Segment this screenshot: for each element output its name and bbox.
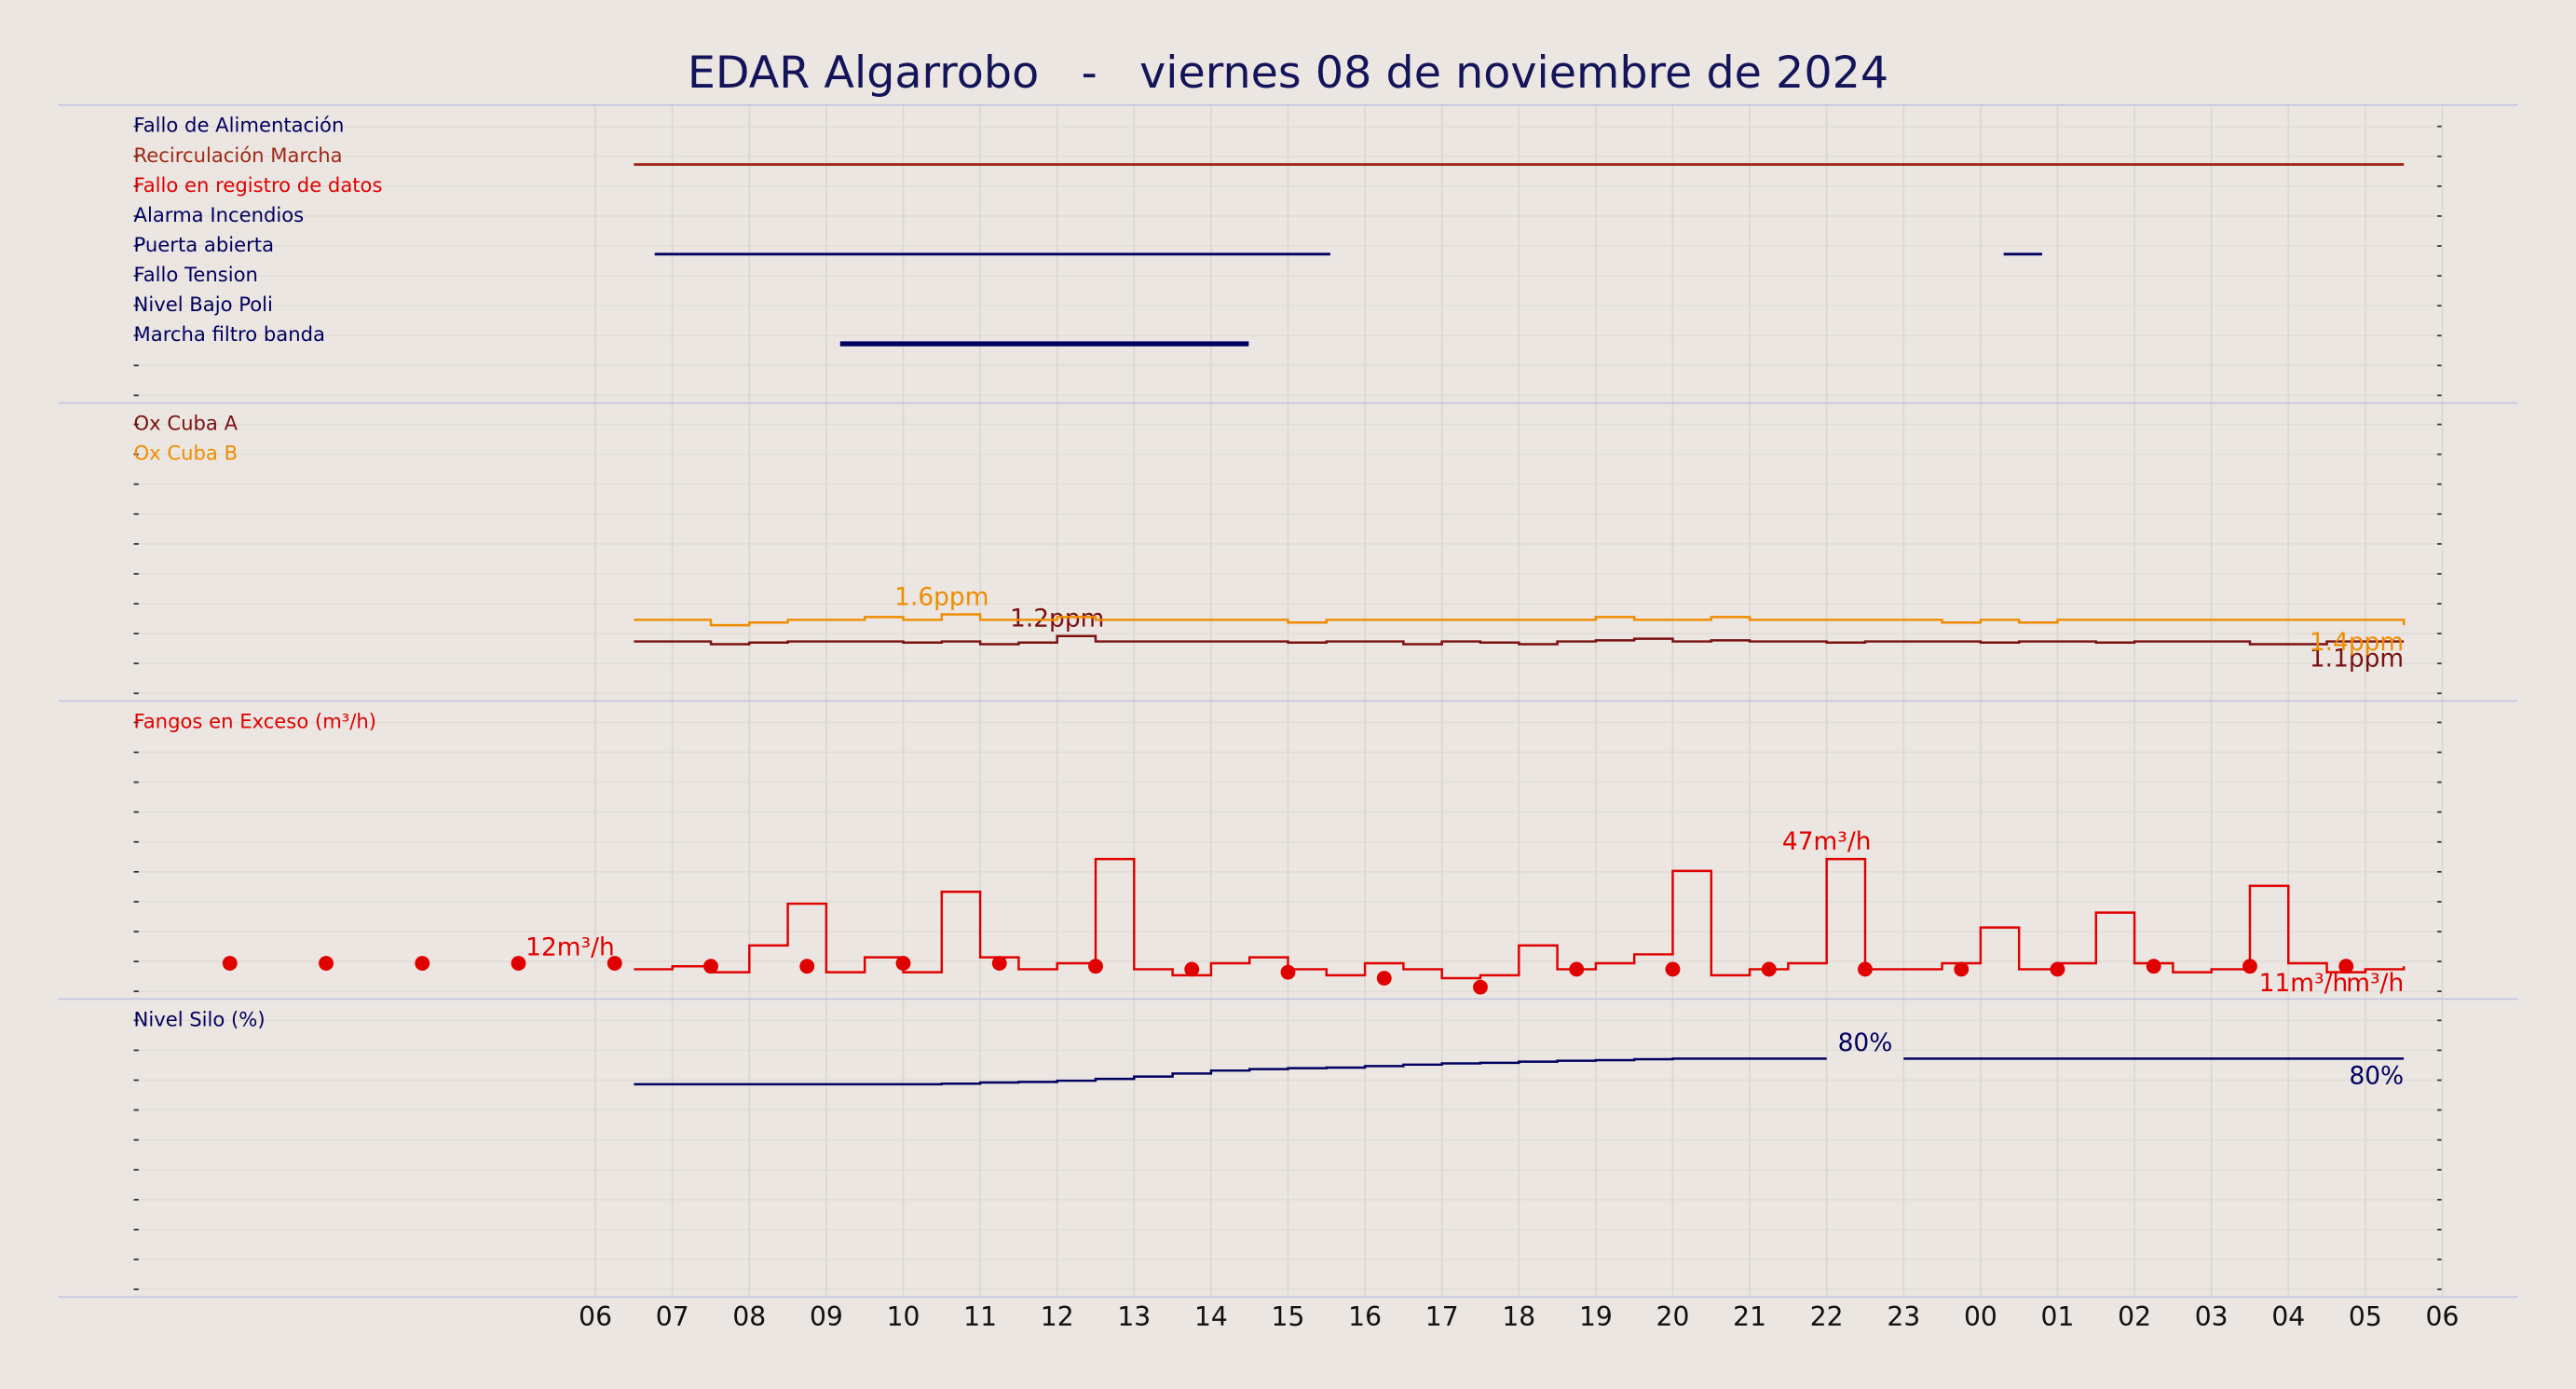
legend-label: Recirculación Marcha [134,143,343,167]
marker [1280,964,1296,980]
value-label: 80% [1838,1028,1893,1057]
x-tick-label: 19 [1579,1301,1613,1332]
chart-title: EDAR Algarrobo - viernes 08 de noviembre… [688,48,1888,99]
value-label: 12m³/h [525,933,615,962]
x-tick-label: 23 [1887,1301,1920,1332]
legend-label: Fallo de Alimentación [134,114,345,137]
marker [2338,959,2354,974]
value-label: m³/h [2346,969,2404,998]
x-tick-label: 21 [1733,1301,1766,1332]
legend-label: Marcha filtro banda [134,322,325,346]
x-tick-label: 12 [1041,1301,1074,1332]
marker [799,959,815,974]
legend-label: Fallo Tension [134,263,258,286]
series-line [634,613,2406,627]
marker [991,956,1007,971]
legend-label: Ox Cuba A [134,412,239,435]
x-tick-label: 10 [887,1301,920,1332]
marker [415,956,430,971]
marker [703,959,718,974]
marker [895,956,911,971]
value-label: 80% [2349,1061,2404,1090]
marker [1665,961,1681,977]
x-tick-label: 00 [1964,1301,1997,1332]
x-tick-label: 09 [810,1301,843,1332]
value-label: 1.1ppm [2310,644,2404,673]
x-tick-label: 16 [1348,1301,1382,1332]
legend-label: Ox Cuba B [134,442,239,465]
legend-label: Fallo en registro de datos [134,173,383,197]
legend-label: Nivel Bajo Poli [134,293,273,316]
x-tick-label: 18 [1502,1301,1535,1332]
series-line [634,1057,2405,1086]
value-label: 1.6ppm [894,582,988,611]
marker [2242,959,2257,974]
marker [1184,961,1200,977]
marker [2050,961,2065,977]
marker [1954,961,1969,977]
x-tick-label: 04 [2271,1301,2305,1332]
x-tick-label: 08 [732,1301,766,1332]
x-tick-label: 15 [1272,1301,1305,1332]
x-tick-label: 20 [1656,1301,1690,1332]
x-tick-label: 06 [2426,1301,2460,1332]
x-tick-label: 13 [1117,1301,1151,1332]
x-tick-label: 03 [2195,1301,2228,1332]
legend-label: Alarma Incendios [134,203,305,226]
x-tick-label: 22 [1810,1301,1844,1332]
marker [607,956,622,971]
x-tick-label: 14 [1194,1301,1228,1332]
value-label: 47m³/h [1782,827,1872,856]
x-tick-label: 06 [579,1301,612,1332]
marker [1088,959,1103,974]
marker [1473,979,1488,995]
value-label: 11m³/h [2259,969,2349,998]
series-line [634,857,2406,980]
marker [319,956,334,971]
marker [1761,961,1777,977]
marker [222,956,238,971]
series-line [634,634,2405,646]
legend-label: Puerta abierta [134,233,275,256]
x-tick-label: 02 [2118,1301,2151,1332]
marker [511,956,526,971]
marker [1858,961,1873,977]
legend-label: Nivel Silo (%) [134,1007,266,1030]
x-tick-label: 05 [2349,1301,2382,1332]
x-tick-label: 01 [2041,1301,2075,1332]
marker [1569,961,1585,977]
value-label: 1.4ppm [2310,628,2404,657]
marker [2146,959,2161,974]
legend-label: Fangos en Exceso (m³/h) [134,709,376,732]
x-tick-label: 07 [656,1301,689,1332]
x-tick-label: 11 [963,1301,997,1332]
x-tick-label: 17 [1425,1301,1459,1332]
marker [1376,971,1392,986]
